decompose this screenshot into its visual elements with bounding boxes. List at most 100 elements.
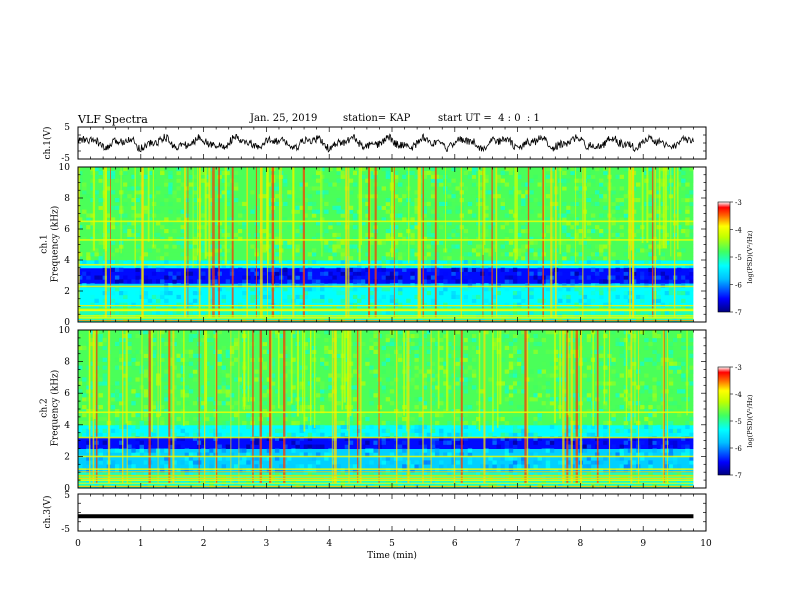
spectrogram-cell bbox=[209, 283, 214, 288]
spectrogram-cell bbox=[623, 194, 629, 199]
spectrogram-cell bbox=[82, 186, 87, 191]
spectrogram-cell bbox=[648, 464, 653, 469]
spectrogram-cell bbox=[599, 287, 604, 292]
spectrogram-cell bbox=[188, 389, 194, 394]
spectrogram-cell bbox=[184, 349, 190, 354]
spectrogram-cell bbox=[131, 420, 136, 426]
spectrogram-cell bbox=[143, 174, 149, 179]
spectrogram-cell bbox=[229, 480, 235, 485]
spectrogram-cell bbox=[574, 252, 579, 257]
spectrogram-cell bbox=[135, 365, 140, 370]
spectrogram-cell bbox=[176, 174, 181, 179]
spectrogram-cell bbox=[369, 167, 374, 172]
spectrogram-cell bbox=[180, 240, 185, 245]
spectrogram-cell bbox=[447, 452, 452, 457]
spectrogram-cell bbox=[225, 420, 231, 426]
spectrogram-cell bbox=[373, 452, 378, 457]
spectrogram-cell bbox=[430, 369, 436, 374]
spectrogram-cell bbox=[229, 349, 235, 354]
spectrogram-cell bbox=[434, 260, 440, 265]
spectrogram-cell bbox=[217, 401, 222, 406]
spectrogram-cell bbox=[373, 444, 378, 449]
spectrogram-cell bbox=[365, 190, 370, 195]
spectrogram-cell bbox=[119, 365, 124, 370]
spectrogram-cell bbox=[307, 452, 313, 457]
spectrogram-cell bbox=[504, 452, 510, 457]
spectrogram-cell bbox=[225, 232, 231, 238]
spectrogram-cell bbox=[631, 377, 637, 382]
spectrogram-cell bbox=[648, 405, 653, 410]
spectrogram-cell bbox=[677, 480, 682, 485]
spectrogram-cell bbox=[164, 373, 169, 378]
spectrogram-cell bbox=[537, 341, 542, 347]
spectrogram-cell bbox=[640, 452, 645, 457]
spectrogram-cell bbox=[496, 381, 501, 386]
spectrogram-cell bbox=[369, 194, 374, 199]
spectrogram-cell bbox=[299, 452, 304, 457]
spectrogram-cell bbox=[672, 448, 678, 453]
spectrogram-cell bbox=[430, 279, 436, 284]
spectrogram-cell bbox=[82, 271, 87, 276]
spectrogram-cell bbox=[274, 186, 280, 191]
spectrogram-cell bbox=[410, 229, 415, 234]
spectrogram-cell bbox=[545, 393, 551, 398]
spectrogram-cell bbox=[365, 349, 370, 354]
spectrogram-cell bbox=[147, 209, 153, 214]
spectrogram-cell bbox=[299, 424, 304, 430]
spectrogram-cell bbox=[443, 263, 448, 269]
spectrogram-cell bbox=[160, 377, 165, 382]
spectrogram-cell bbox=[168, 412, 173, 418]
spectrogram-cell bbox=[188, 170, 194, 176]
spectrogram-cell bbox=[525, 283, 530, 288]
spectrogram-cell bbox=[451, 267, 456, 272]
spectrogram-cell bbox=[340, 209, 345, 214]
spectrogram-cell bbox=[151, 310, 157, 315]
spectrogram-cell bbox=[221, 194, 227, 199]
spectrogram-cell bbox=[434, 213, 440, 218]
spectrogram-cell bbox=[467, 377, 473, 382]
spectrogram-cell bbox=[521, 201, 526, 207]
spectrogram-cell bbox=[221, 252, 227, 257]
spectrogram-cell bbox=[463, 377, 469, 382]
spectrogram-cell bbox=[311, 236, 317, 241]
spectrogram-cell bbox=[611, 275, 616, 280]
spectrogram-cell bbox=[471, 357, 477, 362]
spectrogram-cell bbox=[398, 452, 403, 457]
spectrogram-cell bbox=[176, 275, 181, 280]
spectrogram-cell bbox=[336, 428, 341, 433]
spectrogram-cell bbox=[525, 182, 530, 187]
spectrogram-cell bbox=[201, 205, 206, 210]
spectrogram-cell bbox=[155, 279, 161, 284]
spectrogram-cell bbox=[221, 190, 227, 195]
spectrogram-cell bbox=[114, 248, 120, 253]
spectrogram-cell bbox=[512, 456, 518, 461]
narrowband-line bbox=[78, 471, 694, 473]
spectrogram-cell bbox=[566, 452, 571, 457]
narrowband-line bbox=[78, 485, 694, 487]
spectrogram-cell bbox=[434, 385, 440, 390]
spectrogram-cell bbox=[631, 448, 637, 453]
spectrogram-cell bbox=[315, 298, 321, 303]
spectrogram-cell bbox=[295, 198, 300, 203]
spectrogram-cell bbox=[369, 291, 374, 296]
spectrogram-cell bbox=[377, 240, 382, 245]
spectrogram-cell bbox=[114, 381, 120, 386]
spectrogram-cell bbox=[274, 229, 280, 234]
sferic-streak bbox=[562, 330, 565, 484]
spectrogram-cell bbox=[426, 263, 432, 269]
spectrogram-cell bbox=[221, 263, 227, 269]
spectrogram-cell bbox=[221, 405, 227, 410]
spectrogram-cell bbox=[90, 252, 95, 257]
date-label: Jan. 25, 2019 bbox=[250, 113, 318, 124]
spectrogram-cell bbox=[299, 409, 304, 414]
spectrogram-cell bbox=[553, 468, 559, 473]
spectrogram-cell bbox=[180, 409, 185, 414]
spectrogram-cell bbox=[102, 377, 108, 382]
spectrogram-cell bbox=[677, 267, 682, 272]
spectrogram-cell bbox=[668, 283, 674, 288]
spectrogram-cell bbox=[533, 341, 538, 347]
spectrogram-cell bbox=[410, 217, 415, 222]
spectrogram-cell bbox=[521, 221, 526, 226]
spectrogram-cell bbox=[430, 170, 436, 176]
spectrogram-cell bbox=[689, 480, 694, 485]
